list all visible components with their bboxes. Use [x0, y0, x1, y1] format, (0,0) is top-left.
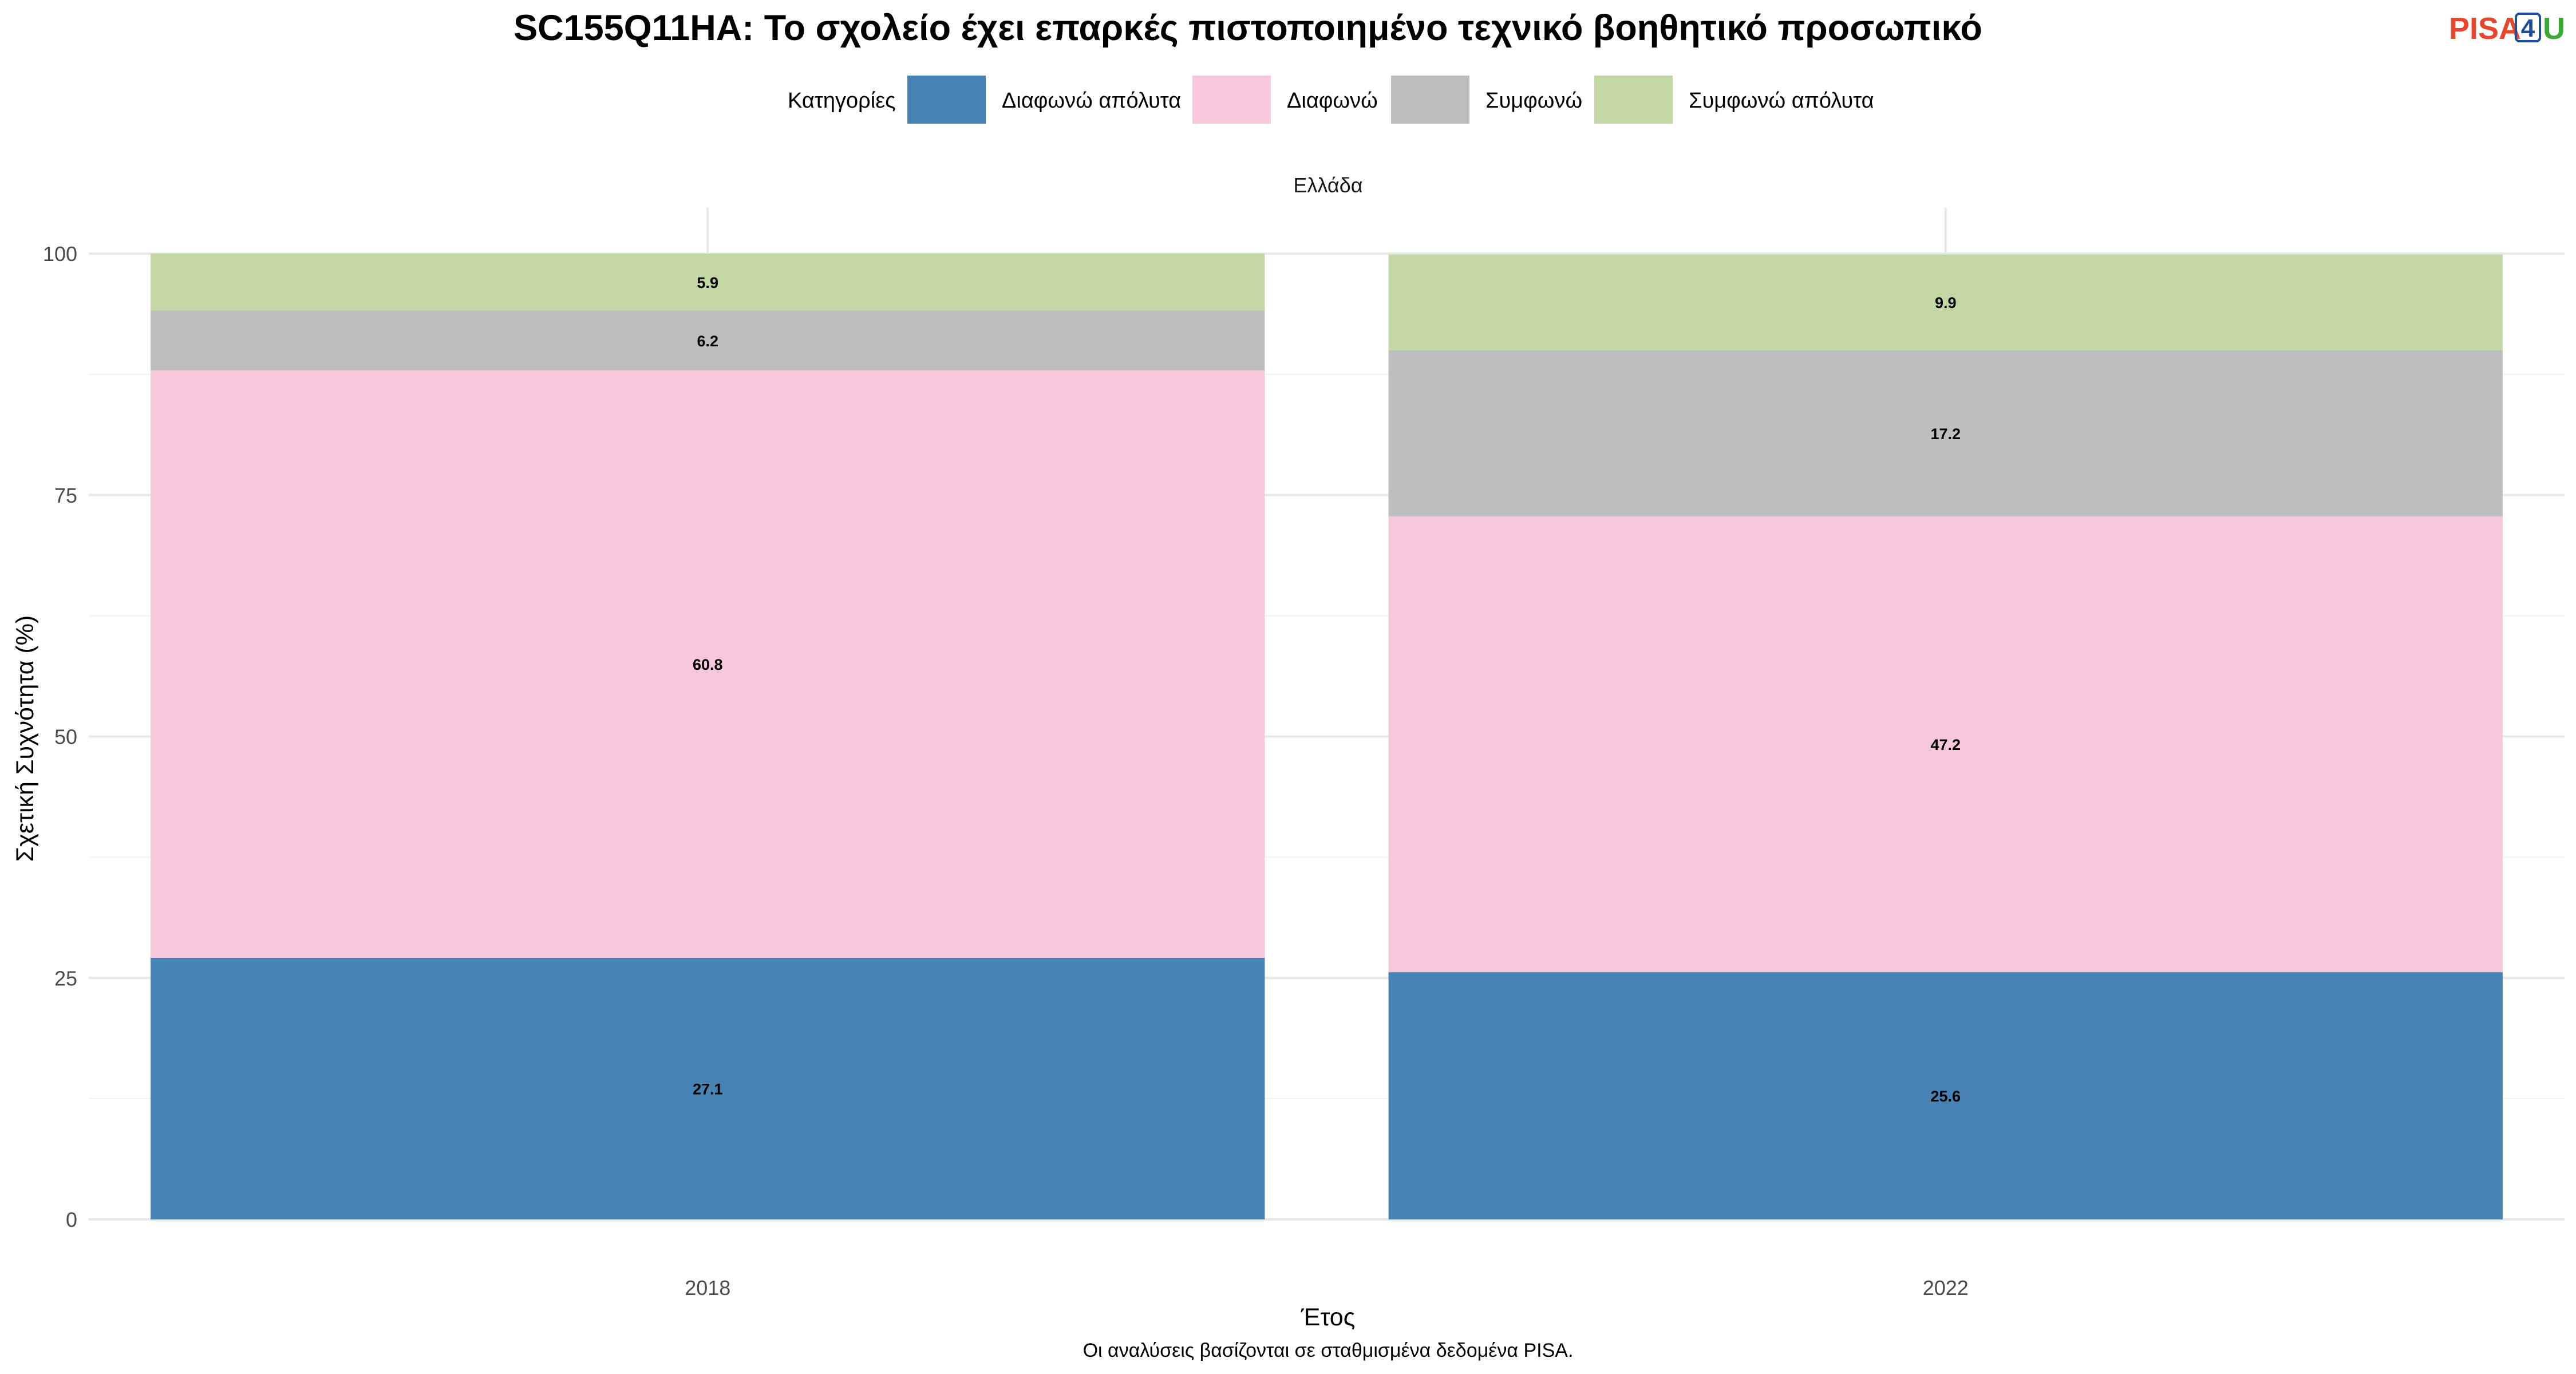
legend: Κατηγορίες Διαφωνώ απόλυτα Διαφωνώ Συμφωνώ… [788, 76, 1874, 124]
logo-box [2515, 13, 2541, 42]
y-tick-label: 50 [54, 725, 77, 749]
bar-segment [151, 370, 1265, 958]
y-tick-label: 0 [66, 1208, 77, 1231]
x-tick-label: 2022 [1923, 1276, 1969, 1300]
bar-segment [1388, 516, 2503, 973]
bar-segment [1388, 254, 2503, 350]
x-axis-title: Έτος [1301, 1304, 1356, 1331]
legend-label: Συμφωνώ [1485, 89, 1582, 113]
y-tick-label: 100 [43, 242, 77, 266]
legend-key [1391, 76, 1469, 124]
y-tick-label: 75 [54, 484, 77, 507]
y-axis-ticks: 0 25 50 75 100 [43, 242, 77, 1231]
bar-value-label: 60.8 [693, 656, 723, 673]
chart-title: SC155Q11HA: Το σχολείο έχει επαρκές πιστ… [513, 8, 1982, 48]
bar-labels: 27.1 60.8 6.2 5.9 25.6 47.2 17.2 9.9 [693, 274, 1961, 1105]
bar-value-label: 6.2 [697, 333, 718, 350]
bar-segment [151, 310, 1265, 371]
logo-four-text: 4 [2521, 14, 2535, 42]
legend-label: Διαφωνώ [1287, 89, 1378, 113]
legend-key [907, 76, 986, 124]
legend-label: Συμφωνώ απόλυτα [1689, 89, 1874, 113]
logo-pisa-text: PISA [2449, 11, 2521, 46]
bar-segment [1388, 972, 2503, 1219]
bar-value-label: 17.2 [1930, 425, 1961, 443]
bar-value-label: 47.2 [1930, 736, 1961, 753]
bars [151, 254, 2503, 1219]
legend-title: Κατηγορίες [788, 89, 895, 113]
bar-value-label: 5.9 [697, 274, 718, 291]
facet-label: Ελλάδα [1293, 173, 1362, 197]
bar-segment [151, 957, 1265, 1219]
legend-key [1594, 76, 1673, 124]
bar-value-label: 25.6 [1930, 1088, 1961, 1105]
legend-label: Διαφωνώ απόλυτα [1002, 89, 1181, 113]
bar-segment [1388, 350, 2503, 516]
pisa4u-logo: PISA 4 U [2449, 11, 2565, 46]
bar-value-label: 9.9 [1935, 294, 1957, 311]
y-tick-label: 25 [54, 966, 77, 990]
logo-u-text: U [2543, 11, 2565, 46]
legend-key [1192, 76, 1271, 124]
caption: Οι αναλύσεις βασίζονται σε σταθμισμένα δ… [1083, 1340, 1574, 1361]
y-axis-title: Σχετική Συχνότητα (%) [11, 615, 39, 862]
x-tick-label: 2018 [685, 1276, 730, 1300]
bar-value-label: 27.1 [693, 1080, 723, 1097]
bar-segment [151, 254, 1265, 311]
x-axis-ticks: 2018 2022 [685, 1276, 1969, 1300]
